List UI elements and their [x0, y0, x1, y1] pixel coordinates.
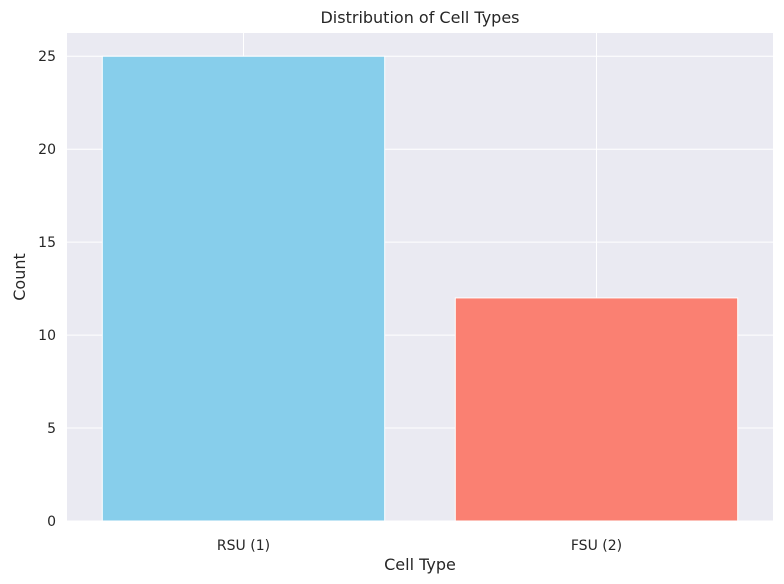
bar-fsu-2 — [454, 297, 739, 522]
y-axis-label: Count — [10, 253, 29, 301]
tick-labels: 0 5 10 15 20 25 RSU (1) FSU (2) — [38, 49, 622, 554]
bar-rsu-1 — [101, 55, 386, 522]
x-tick-label: RSU (1) — [217, 538, 270, 554]
chart-title: Distribution of Cell Types — [320, 8, 519, 27]
y-tick-label: 10 — [38, 328, 56, 344]
x-axis-label: Cell Type — [384, 555, 456, 574]
y-tick-label: 5 — [47, 421, 56, 437]
x-tick-label: FSU (2) — [571, 538, 622, 554]
bars — [101, 55, 739, 522]
y-tick-label: 25 — [38, 49, 56, 65]
y-tick-label: 0 — [47, 514, 56, 530]
y-tick-label: 15 — [38, 235, 56, 251]
y-tick-label: 20 — [38, 142, 56, 158]
